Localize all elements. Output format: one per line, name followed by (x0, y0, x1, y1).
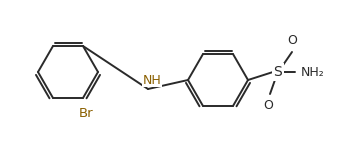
Text: NH₂: NH₂ (301, 66, 325, 78)
Text: O: O (287, 34, 297, 47)
Text: Br: Br (79, 107, 93, 120)
Text: NH: NH (143, 74, 161, 86)
Text: S: S (274, 65, 282, 79)
Text: O: O (263, 99, 273, 112)
